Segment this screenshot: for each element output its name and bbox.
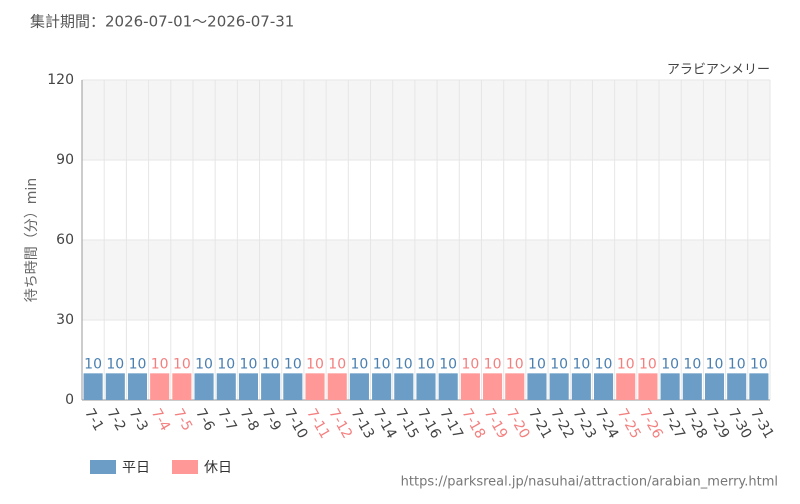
- data-label: 10: [639, 356, 657, 372]
- bar: [505, 373, 525, 400]
- data-label: 10: [151, 356, 169, 372]
- bar: [238, 373, 258, 400]
- legend-label: 平日: [122, 460, 150, 476]
- data-label: 10: [240, 356, 258, 372]
- data-label: 10: [706, 356, 724, 372]
- bar: [638, 373, 658, 400]
- bar: [416, 373, 436, 400]
- data-label: 10: [439, 356, 457, 372]
- data-label: 10: [484, 356, 502, 372]
- data-label: 10: [506, 356, 524, 372]
- data-label: 10: [284, 356, 302, 372]
- data-label: 10: [195, 356, 213, 372]
- x-tick-label: 7-8: [237, 406, 262, 434]
- legend-swatch: [90, 460, 116, 474]
- bar: [460, 373, 480, 400]
- x-tick-label: 7-1: [81, 406, 106, 434]
- data-label: 10: [417, 356, 435, 372]
- bar: [172, 373, 192, 400]
- bar: [327, 373, 347, 400]
- data-label: 10: [572, 356, 590, 372]
- y-axis-label: 待ち時間（分）min: [24, 178, 40, 302]
- data-label: 10: [617, 356, 635, 372]
- x-tick-label: 7-9: [259, 406, 284, 434]
- bar: [261, 373, 281, 400]
- x-tick-label: 7-2: [103, 406, 128, 434]
- bar: [150, 373, 170, 400]
- bar: [549, 373, 569, 400]
- bar: [660, 373, 680, 400]
- data-label: 10: [106, 356, 124, 372]
- data-label: 10: [328, 356, 346, 372]
- y-tick-label: 30: [56, 312, 74, 328]
- y-tick-label: 60: [56, 232, 74, 248]
- bar: [438, 373, 458, 400]
- data-label: 10: [306, 356, 324, 372]
- legend-label: 休日: [204, 460, 232, 476]
- data-label: 10: [461, 356, 479, 372]
- bar: [105, 373, 125, 400]
- data-label: 10: [683, 356, 701, 372]
- bar: [749, 373, 769, 400]
- data-label: 10: [129, 356, 147, 372]
- x-tick-label: 7-6: [192, 406, 217, 434]
- y-tick-label: 120: [47, 72, 74, 88]
- chart-title: 集計期間：2026-07-01～2026-07-31: [30, 13, 294, 31]
- x-tick-label: 7-7: [214, 406, 239, 434]
- y-tick-label: 90: [56, 152, 74, 168]
- source-link: https://parksreal.jp/nasuhai/attraction/…: [401, 475, 778, 490]
- bar: [372, 373, 392, 400]
- y-tick-label: 0: [65, 392, 74, 408]
- bar: [216, 373, 236, 400]
- bar: [594, 373, 614, 400]
- data-label: 10: [595, 356, 613, 372]
- data-label: 10: [661, 356, 679, 372]
- bar: [194, 373, 214, 400]
- bar: [571, 373, 591, 400]
- bar: [682, 373, 702, 400]
- data-label: 10: [217, 356, 235, 372]
- data-label: 10: [173, 356, 191, 372]
- bar: [283, 373, 303, 400]
- data-label: 10: [84, 356, 102, 372]
- x-tick-label: 7-4: [148, 406, 173, 434]
- legend-swatch: [172, 460, 198, 474]
- bar: [305, 373, 325, 400]
- data-label: 10: [528, 356, 546, 372]
- plot-band: [82, 240, 770, 320]
- bar: [127, 373, 148, 400]
- bar: [483, 373, 503, 400]
- bar: [727, 373, 747, 400]
- bar: [527, 373, 547, 400]
- bar: [616, 373, 636, 400]
- data-label: 10: [728, 356, 746, 372]
- bar: [704, 373, 725, 400]
- bar: [349, 373, 369, 400]
- data-label: 10: [750, 356, 768, 372]
- x-tick-label: 7-3: [126, 406, 151, 434]
- data-label: 10: [262, 356, 280, 372]
- plot-band: [82, 80, 770, 160]
- bar: [83, 373, 103, 400]
- data-label: 10: [395, 356, 413, 372]
- x-tick-label: 7-5: [170, 406, 195, 434]
- data-label: 10: [373, 356, 391, 372]
- chart-subtitle: アラビアンメリー: [667, 63, 770, 78]
- data-label: 10: [351, 356, 369, 372]
- data-label: 10: [550, 356, 568, 372]
- bar: [394, 373, 414, 400]
- x-tick-label: 7-31: [747, 406, 777, 442]
